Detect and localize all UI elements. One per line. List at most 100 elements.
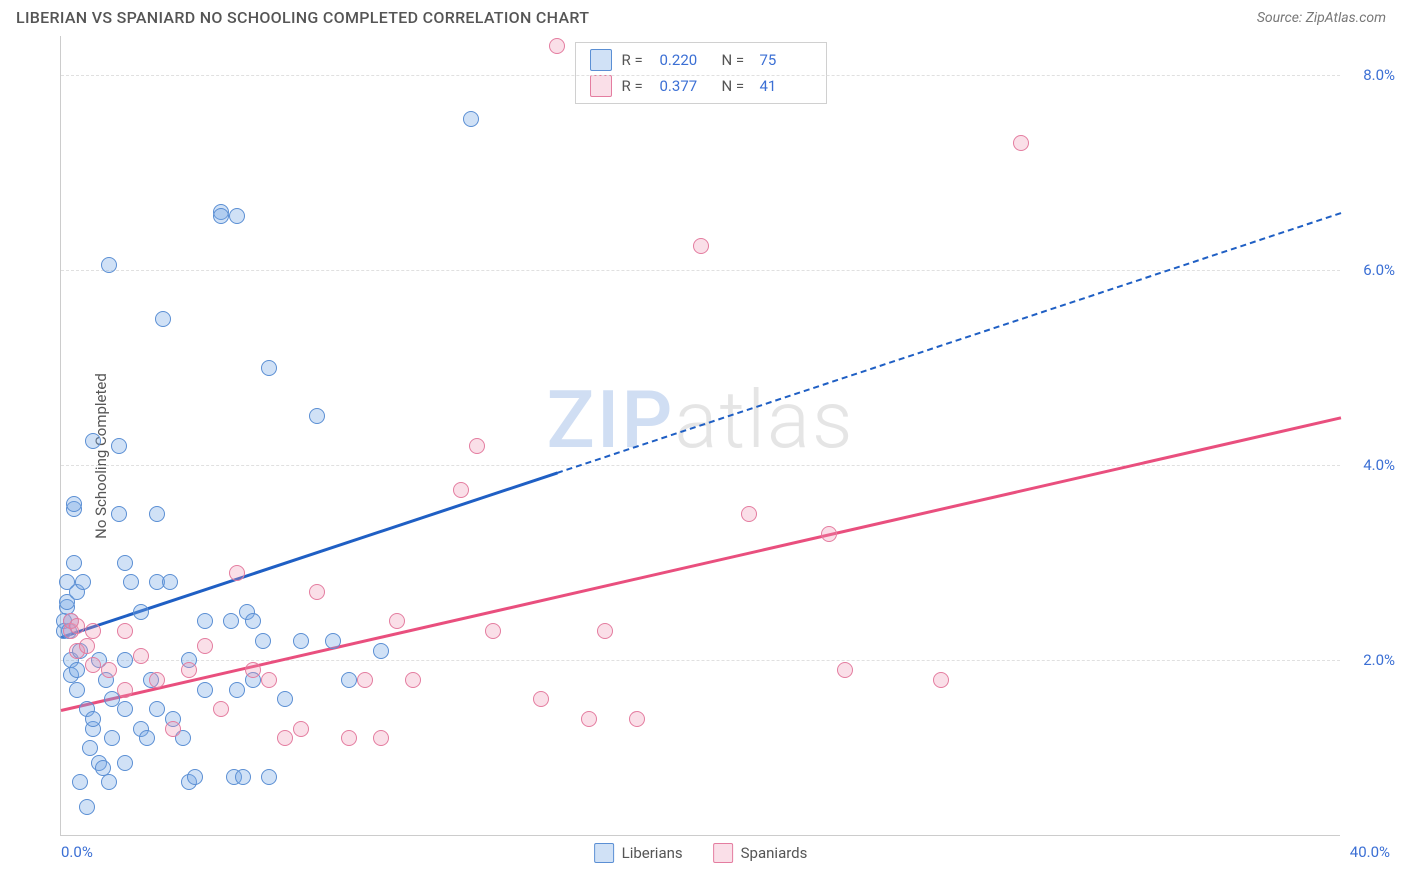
data-point (197, 638, 213, 654)
stats-legend-row: R = 0.220N = 75 (590, 47, 812, 73)
data-point (693, 238, 709, 254)
data-point (95, 760, 111, 776)
data-point (309, 584, 325, 600)
series-legend-item: Liberians (594, 843, 683, 863)
gridline (61, 465, 1340, 466)
data-point (104, 730, 120, 746)
series-legend-item: Spaniards (713, 843, 808, 863)
data-point (117, 755, 133, 771)
data-point (389, 613, 405, 629)
stats-legend-row: R = 0.377N = 41 (590, 73, 812, 99)
data-point (341, 672, 357, 688)
series-legend: Liberians Spaniards (594, 843, 808, 863)
data-point (117, 652, 133, 668)
data-point (469, 438, 485, 454)
data-point (341, 730, 357, 746)
data-point (101, 774, 117, 790)
data-point (261, 769, 277, 785)
data-point (85, 711, 101, 727)
data-point (255, 633, 271, 649)
data-point (213, 208, 229, 224)
data-point (463, 111, 479, 127)
data-point (581, 711, 597, 727)
data-point (197, 613, 213, 629)
watermark-zip: ZIP (547, 373, 675, 467)
data-point (162, 574, 178, 590)
data-point (229, 208, 245, 224)
plot-area: ZIPatlas R = 0.220N = 75R = 0.377N = 41 … (60, 36, 1340, 836)
data-point (357, 672, 373, 688)
data-point (101, 662, 117, 678)
data-point (79, 799, 95, 815)
y-tick-label: 8.0% (1363, 66, 1395, 84)
data-point (245, 662, 261, 678)
legend-r-value: 0.220 (660, 51, 712, 69)
source-label: Source: ZipAtlas.com (1257, 10, 1386, 26)
data-point (597, 623, 613, 639)
stats-legend: R = 0.220N = 75R = 0.377N = 41 (575, 42, 827, 104)
data-point (117, 555, 133, 571)
data-point (261, 672, 277, 688)
y-tick-label: 2.0% (1363, 651, 1395, 669)
data-point (309, 408, 325, 424)
legend-n-label: N = (722, 51, 750, 69)
data-point (165, 721, 181, 737)
data-point (223, 613, 239, 629)
x-tick-label: 40.0% (1350, 843, 1390, 861)
legend-swatch (590, 75, 612, 97)
data-point (149, 701, 165, 717)
data-point (1013, 135, 1029, 151)
data-point (72, 774, 88, 790)
data-point (229, 565, 245, 581)
data-point (261, 360, 277, 376)
data-point (111, 438, 127, 454)
data-point (229, 682, 245, 698)
legend-r-label: R = (622, 77, 650, 95)
data-point (405, 672, 421, 688)
data-point (277, 730, 293, 746)
data-point (69, 682, 85, 698)
data-point (293, 721, 309, 737)
data-point (245, 613, 261, 629)
data-point (117, 682, 133, 698)
chart-title: LIBERIAN VS SPANIARD NO SCHOOLING COMPLE… (16, 8, 589, 27)
data-point (85, 433, 101, 449)
data-point (79, 638, 95, 654)
trend-line (557, 212, 1342, 474)
legend-n-value: 41 (760, 77, 812, 95)
data-point (933, 672, 949, 688)
data-point (741, 506, 757, 522)
data-point (117, 623, 133, 639)
legend-r-label: R = (622, 51, 650, 69)
data-point (187, 769, 203, 785)
data-point (149, 506, 165, 522)
data-point (66, 555, 82, 571)
data-point (133, 604, 149, 620)
data-point (155, 311, 171, 327)
data-point (101, 257, 117, 273)
data-point (69, 618, 85, 634)
legend-n-label: N = (722, 77, 750, 95)
data-point (75, 574, 91, 590)
watermark-atlas: atlas (674, 373, 854, 467)
data-point (197, 682, 213, 698)
gridline (61, 270, 1340, 271)
data-point (82, 740, 98, 756)
data-point (485, 623, 501, 639)
data-point (373, 730, 389, 746)
data-point (453, 482, 469, 498)
data-point (821, 526, 837, 542)
legend-swatch (590, 49, 612, 71)
data-point (277, 691, 293, 707)
data-point (85, 657, 101, 673)
data-point (69, 662, 85, 678)
data-point (373, 643, 389, 659)
data-point (213, 701, 229, 717)
series-name: Spaniards (741, 844, 808, 862)
data-point (293, 633, 309, 649)
data-point (139, 730, 155, 746)
legend-swatch (594, 843, 614, 863)
data-point (111, 506, 127, 522)
data-point (533, 691, 549, 707)
data-point (235, 769, 251, 785)
